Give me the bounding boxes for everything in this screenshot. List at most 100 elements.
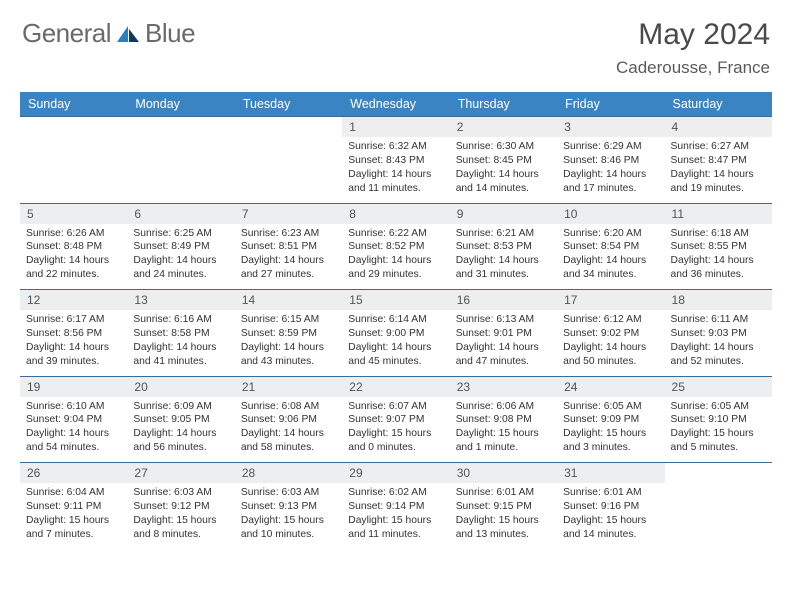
day-content-cell [127,137,234,203]
sunset-text: Sunset: 8:45 PM [456,154,551,168]
day-number-cell: 17 [557,290,664,311]
sunrise-text: Sunrise: 6:02 AM [348,486,443,500]
sunset-text: Sunset: 9:13 PM [241,500,336,514]
daynum-row: 12131415161718 [20,290,772,311]
sunset-text: Sunset: 9:02 PM [563,327,658,341]
daylight-text-1: Daylight: 14 hours [26,341,121,355]
sunset-text: Sunset: 9:01 PM [456,327,551,341]
sunrise-text: Sunrise: 6:29 AM [563,140,658,154]
day-number-cell: 18 [665,290,772,311]
sunrise-text: Sunrise: 6:23 AM [241,227,336,241]
daylight-text-2: and 19 minutes. [671,182,766,196]
day-content-cell: Sunrise: 6:16 AMSunset: 8:58 PMDaylight:… [127,310,234,376]
day-content-cell [665,483,772,549]
sunrise-text: Sunrise: 6:03 AM [133,486,228,500]
sunrise-text: Sunrise: 6:05 AM [563,400,658,414]
sunrise-text: Sunrise: 6:11 AM [671,313,766,327]
sunrise-text: Sunrise: 6:18 AM [671,227,766,241]
weekday-header-row: Sunday Monday Tuesday Wednesday Thursday… [20,92,772,117]
day-number-cell: 15 [342,290,449,311]
sunrise-text: Sunrise: 6:05 AM [671,400,766,414]
daylight-text-1: Daylight: 15 hours [671,427,766,441]
day-content-cell: Sunrise: 6:29 AMSunset: 8:46 PMDaylight:… [557,137,664,203]
daylight-text-1: Daylight: 14 hours [563,341,658,355]
daylight-text-1: Daylight: 14 hours [348,168,443,182]
daylight-text-2: and 27 minutes. [241,268,336,282]
day-number-cell: 23 [450,376,557,397]
sunrise-text: Sunrise: 6:10 AM [26,400,121,414]
weekday-header: Sunday [20,92,127,117]
day-number-cell [20,117,127,138]
daylight-text-2: and 56 minutes. [133,441,228,455]
daylight-text-1: Daylight: 14 hours [133,254,228,268]
day-content-cell: Sunrise: 6:13 AMSunset: 9:01 PMDaylight:… [450,310,557,376]
day-content-cell [235,137,342,203]
daynum-row: 567891011 [20,203,772,224]
sunrise-text: Sunrise: 6:07 AM [348,400,443,414]
day-number-cell: 29 [342,463,449,484]
day-number-cell: 28 [235,463,342,484]
day-content-cell: Sunrise: 6:27 AMSunset: 8:47 PMDaylight:… [665,137,772,203]
day-number-cell [665,463,772,484]
daylight-text-1: Daylight: 14 hours [241,341,336,355]
day-number-cell: 22 [342,376,449,397]
daylight-text-1: Daylight: 14 hours [671,341,766,355]
day-content-cell: Sunrise: 6:18 AMSunset: 8:55 PMDaylight:… [665,224,772,290]
daylight-text-1: Daylight: 14 hours [26,427,121,441]
daylight-text-1: Daylight: 15 hours [133,514,228,528]
sunrise-text: Sunrise: 6:01 AM [563,486,658,500]
day-content-cell: Sunrise: 6:03 AMSunset: 9:13 PMDaylight:… [235,483,342,549]
day-number-cell: 1 [342,117,449,138]
daylight-text-1: Daylight: 15 hours [348,514,443,528]
day-content-cell: Sunrise: 6:02 AMSunset: 9:14 PMDaylight:… [342,483,449,549]
daylight-text-2: and 31 minutes. [456,268,551,282]
sunset-text: Sunset: 9:07 PM [348,413,443,427]
sunrise-text: Sunrise: 6:01 AM [456,486,551,500]
daylight-text-2: and 52 minutes. [671,355,766,369]
daylight-text-1: Daylight: 14 hours [241,254,336,268]
sunset-text: Sunset: 9:06 PM [241,413,336,427]
day-content-cell: Sunrise: 6:21 AMSunset: 8:53 PMDaylight:… [450,224,557,290]
daylight-text-2: and 14 minutes. [456,182,551,196]
daylight-text-2: and 14 minutes. [563,528,658,542]
day-number-cell: 13 [127,290,234,311]
sunrise-text: Sunrise: 6:16 AM [133,313,228,327]
sunset-text: Sunset: 9:05 PM [133,413,228,427]
day-content-cell [20,137,127,203]
daylight-text-1: Daylight: 14 hours [456,341,551,355]
page-header: General Blue May 2024 Caderousse, France [0,0,792,86]
daylight-text-2: and 24 minutes. [133,268,228,282]
daylight-text-1: Daylight: 14 hours [348,254,443,268]
day-number-cell: 30 [450,463,557,484]
day-number-cell: 3 [557,117,664,138]
content-row: Sunrise: 6:04 AMSunset: 9:11 PMDaylight:… [20,483,772,549]
sunrise-text: Sunrise: 6:12 AM [563,313,658,327]
sunset-text: Sunset: 9:03 PM [671,327,766,341]
sunrise-text: Sunrise: 6:30 AM [456,140,551,154]
day-content-cell: Sunrise: 6:25 AMSunset: 8:49 PMDaylight:… [127,224,234,290]
daynum-row: 19202122232425 [20,376,772,397]
day-content-cell: Sunrise: 6:26 AMSunset: 8:48 PMDaylight:… [20,224,127,290]
daylight-text-1: Daylight: 14 hours [671,254,766,268]
sunset-text: Sunset: 9:04 PM [26,413,121,427]
daylight-text-2: and 22 minutes. [26,268,121,282]
sunset-text: Sunset: 9:00 PM [348,327,443,341]
day-content-cell: Sunrise: 6:11 AMSunset: 9:03 PMDaylight:… [665,310,772,376]
day-number-cell: 16 [450,290,557,311]
day-content-cell: Sunrise: 6:06 AMSunset: 9:08 PMDaylight:… [450,397,557,463]
daylight-text-2: and 58 minutes. [241,441,336,455]
sunrise-text: Sunrise: 6:25 AM [133,227,228,241]
logo-word2: Blue [145,18,195,49]
day-number-cell: 24 [557,376,664,397]
sunset-text: Sunset: 9:08 PM [456,413,551,427]
daylight-text-1: Daylight: 14 hours [348,341,443,355]
day-number-cell: 26 [20,463,127,484]
sunrise-text: Sunrise: 6:21 AM [456,227,551,241]
sunrise-text: Sunrise: 6:17 AM [26,313,121,327]
daylight-text-1: Daylight: 15 hours [348,427,443,441]
day-number-cell [127,117,234,138]
day-content-cell: Sunrise: 6:01 AMSunset: 9:15 PMDaylight:… [450,483,557,549]
daylight-text-2: and 43 minutes. [241,355,336,369]
daylight-text-2: and 10 minutes. [241,528,336,542]
day-number-cell: 6 [127,203,234,224]
